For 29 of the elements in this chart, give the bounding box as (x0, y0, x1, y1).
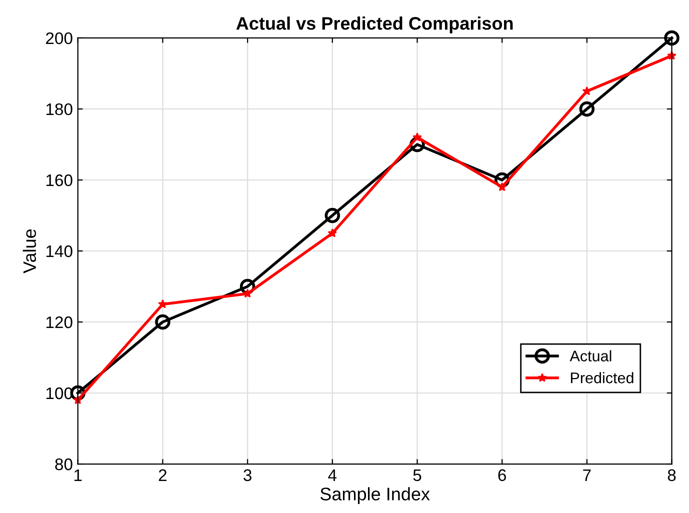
point (664, 30, 680, 46)
point (412, 132, 422, 142)
y-tick-label: 120 (46, 316, 72, 328)
point (497, 182, 507, 192)
y-tick-label: 80 (55, 458, 72, 470)
point (324, 208, 340, 224)
chart-title: Actual vs Predicted Comparison (236, 16, 513, 34)
y-tick-label: 140 (46, 245, 72, 258)
point (155, 314, 170, 330)
point (328, 228, 338, 238)
y-axis-title: Value (22, 229, 36, 274)
x-tick-label: 1 (74, 469, 82, 481)
x-tick-label: 3 (244, 469, 252, 482)
x-tick-label: 2 (158, 469, 166, 481)
y-tick-label: 200 (46, 32, 72, 44)
point (579, 101, 595, 117)
point (582, 86, 592, 96)
legend-label: Actual (570, 350, 612, 362)
x-tick-label: 4 (328, 469, 337, 481)
point (158, 299, 168, 308)
y-tick-label: 160 (46, 174, 72, 186)
x-tick-label: 8 (668, 469, 676, 482)
x-tick-label: 6 (498, 469, 506, 482)
x-tick-label: 5 (413, 469, 422, 482)
point (242, 288, 252, 298)
x-tick-label: 7 (583, 469, 591, 481)
x-axis-title: Sample Index (320, 487, 430, 504)
legend-label: Predicted (570, 372, 634, 384)
y-tick-label: 180 (46, 103, 72, 116)
